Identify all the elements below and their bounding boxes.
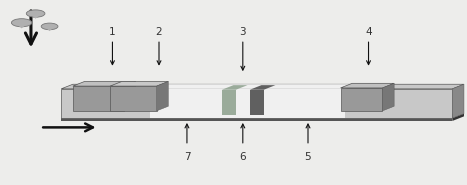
Polygon shape xyxy=(222,85,248,90)
Polygon shape xyxy=(45,27,54,31)
Polygon shape xyxy=(150,89,345,118)
Circle shape xyxy=(26,10,45,17)
Text: 3: 3 xyxy=(240,27,246,37)
Text: 2: 2 xyxy=(156,27,163,37)
Polygon shape xyxy=(222,90,236,115)
Polygon shape xyxy=(250,90,264,115)
Text: 7: 7 xyxy=(184,152,190,162)
Text: 5: 5 xyxy=(304,152,311,162)
Polygon shape xyxy=(156,81,168,111)
Polygon shape xyxy=(340,88,382,111)
Polygon shape xyxy=(250,85,276,90)
Circle shape xyxy=(11,19,32,27)
Polygon shape xyxy=(61,118,453,121)
Polygon shape xyxy=(150,84,357,89)
Circle shape xyxy=(41,23,58,30)
Text: 6: 6 xyxy=(240,152,246,162)
Polygon shape xyxy=(340,83,394,88)
Text: 4: 4 xyxy=(365,27,372,37)
Polygon shape xyxy=(110,86,156,111)
Polygon shape xyxy=(453,114,464,121)
Polygon shape xyxy=(453,84,464,118)
Polygon shape xyxy=(124,81,136,111)
Polygon shape xyxy=(110,81,168,86)
Polygon shape xyxy=(382,83,394,111)
Polygon shape xyxy=(31,15,40,19)
Polygon shape xyxy=(73,81,136,86)
Text: 1: 1 xyxy=(109,27,116,37)
Polygon shape xyxy=(61,89,453,118)
Polygon shape xyxy=(16,24,27,28)
Polygon shape xyxy=(73,86,124,111)
Polygon shape xyxy=(61,114,464,118)
Polygon shape xyxy=(61,84,464,89)
